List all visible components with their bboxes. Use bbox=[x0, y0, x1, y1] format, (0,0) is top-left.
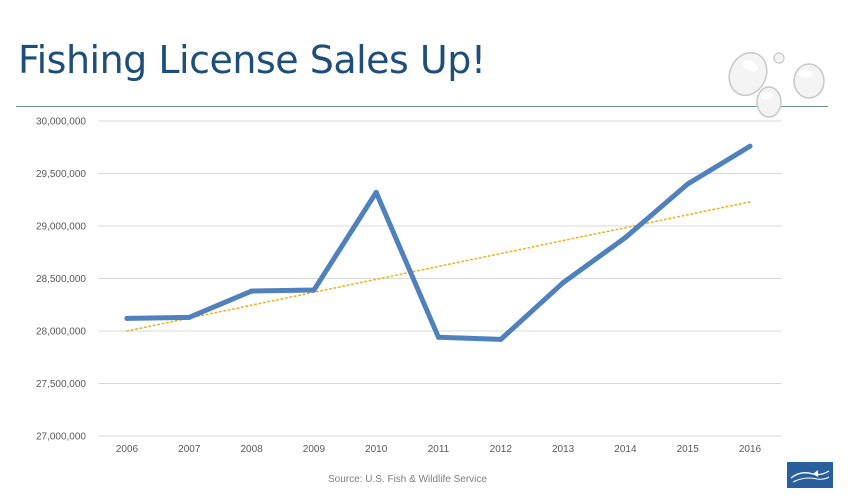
data-point bbox=[249, 288, 255, 294]
fish-wildlife-logo-icon bbox=[787, 462, 833, 488]
y-axis-ticks: 27,000,000 27,500,000 28,000,000 28,500,000… bbox=[36, 117, 86, 443]
y-tick-label: 29,500,000 bbox=[36, 169, 86, 180]
x-tick-label: 2013 bbox=[552, 444, 575, 455]
data-point bbox=[622, 235, 628, 241]
trendline bbox=[126, 201, 751, 332]
x-tick-label: 2015 bbox=[677, 444, 700, 455]
x-tick-label: 2012 bbox=[490, 444, 513, 455]
x-tick-label: 2016 bbox=[739, 444, 762, 455]
y-tick-label: 27,000,000 bbox=[36, 432, 86, 443]
x-tick-label: 2006 bbox=[116, 444, 139, 455]
y-tick-label: 29,000,000 bbox=[36, 222, 86, 233]
data-point bbox=[685, 181, 691, 187]
y-tick-label: 27,500,000 bbox=[36, 379, 86, 390]
title-divider bbox=[16, 106, 828, 107]
y-tick-label: 28,000,000 bbox=[36, 327, 86, 338]
linear-trendline bbox=[126, 201, 751, 332]
slide-title: Fishing License Sales Up! bbox=[18, 38, 486, 82]
x-tick-label: 2011 bbox=[428, 444, 450, 455]
series-line bbox=[124, 143, 753, 342]
x-tick-label: 2007 bbox=[178, 444, 201, 455]
x-axis-ticks: 2006 2007 2008 2009 2010 2011 2012 2013 2014 2015… bbox=[116, 444, 762, 455]
x-tick-label: 2010 bbox=[365, 444, 388, 455]
data-point bbox=[747, 143, 753, 149]
gridlines bbox=[98, 120, 782, 437]
data-point bbox=[436, 334, 441, 340]
data-point bbox=[498, 336, 504, 342]
data-point bbox=[373, 189, 379, 195]
x-tick-label: 2014 bbox=[614, 444, 637, 455]
x-tick-label: 2009 bbox=[303, 444, 326, 455]
y-tick-label: 28,500,000 bbox=[36, 274, 86, 285]
data-point bbox=[186, 314, 192, 320]
bubbles-icon bbox=[728, 51, 825, 118]
data-point bbox=[124, 315, 130, 321]
data-point bbox=[560, 280, 566, 286]
source-note: Source: U.S. Fish & Wildlife Service bbox=[328, 474, 487, 485]
x-tick-label: 2008 bbox=[240, 444, 263, 455]
data-point bbox=[311, 287, 317, 293]
series-layer bbox=[124, 143, 753, 342]
y-tick-label: 30,000,000 bbox=[36, 117, 86, 128]
